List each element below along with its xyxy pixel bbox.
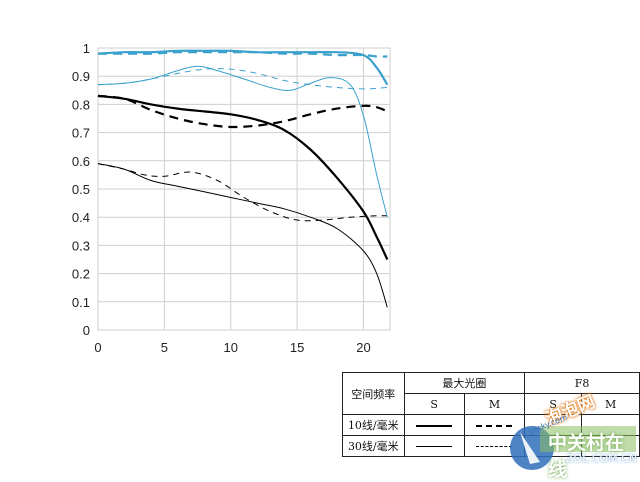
watermark-text-2: 中关村在线 (548, 432, 625, 481)
legend-swatch-10-s (403, 414, 465, 436)
legend-max-aperture-header: 最大光圈 (403, 372, 526, 394)
y-tick-label: 1 (83, 41, 90, 56)
y-tick-label: 0.5 (72, 182, 90, 197)
mtf-curve-f8-30-m (97, 68, 388, 90)
legend-swatch-30-s (403, 435, 465, 457)
grid-layer (97, 47, 391, 331)
y-tick-label: 0.2 (72, 267, 90, 282)
mtf-curve-f8-10-s (97, 49, 389, 86)
legend-row-10-label: 10线/毫米 (342, 414, 405, 436)
y-tick-label: 0.9 (72, 69, 90, 84)
watermark-text-3: ZOL.COM.CN (566, 452, 638, 465)
line-swatch-thin-solid (416, 446, 453, 447)
watermark-band (540, 426, 636, 452)
legend-spatial-freq-header: 空间频率 (342, 372, 405, 415)
y-tick-label: 0.6 (72, 154, 90, 169)
y-tick-label: 0.7 (72, 126, 90, 141)
mtf-chart: 0 5 10 15 20 0 0.1 0.2 0.3 0.4 0.5 0.6 0.7 0.8 0.9 1 (72, 41, 391, 355)
watermark-swoosh-icon (520, 432, 540, 464)
line-swatch-thick-dashed (476, 424, 513, 427)
x-tick-label: 0 (94, 340, 101, 355)
watermark-logo (510, 426, 636, 470)
x-tick-label: 15 (290, 340, 304, 355)
y-tick-label: 0.4 (72, 210, 90, 225)
legend-row-30-label: 30线/毫米 (342, 435, 405, 457)
line-swatch-thin-dashed (476, 446, 513, 447)
y-tick-label: 0.8 (72, 97, 90, 112)
series-layer (97, 49, 389, 308)
y-tick-label: 0 (83, 323, 90, 338)
x-tick-label: 10 (223, 340, 237, 355)
line-swatch-thick-solid (416, 424, 453, 427)
mtf-curve-max-30-m (97, 163, 388, 222)
y-tick-label: 0.1 (72, 295, 90, 310)
mtf-curve-f8-10-m (97, 51, 388, 58)
mtf-curve-max-10-m (97, 94, 388, 129)
x-tick-label: 20 (356, 340, 370, 355)
tick-layer: 0 5 10 15 20 0 0.1 0.2 0.3 0.4 0.5 0.6 0.7 0.8 0.9 1 (72, 41, 371, 355)
x-tick-label: 5 (161, 340, 168, 355)
mtf-curve-f8-30-s (97, 65, 388, 218)
mtf-curve-max-10-s (97, 94, 389, 260)
y-tick-label: 0.3 (72, 238, 90, 253)
mtf-curve-max-30-s (97, 163, 388, 308)
legend-max-s-label: S (403, 393, 465, 415)
